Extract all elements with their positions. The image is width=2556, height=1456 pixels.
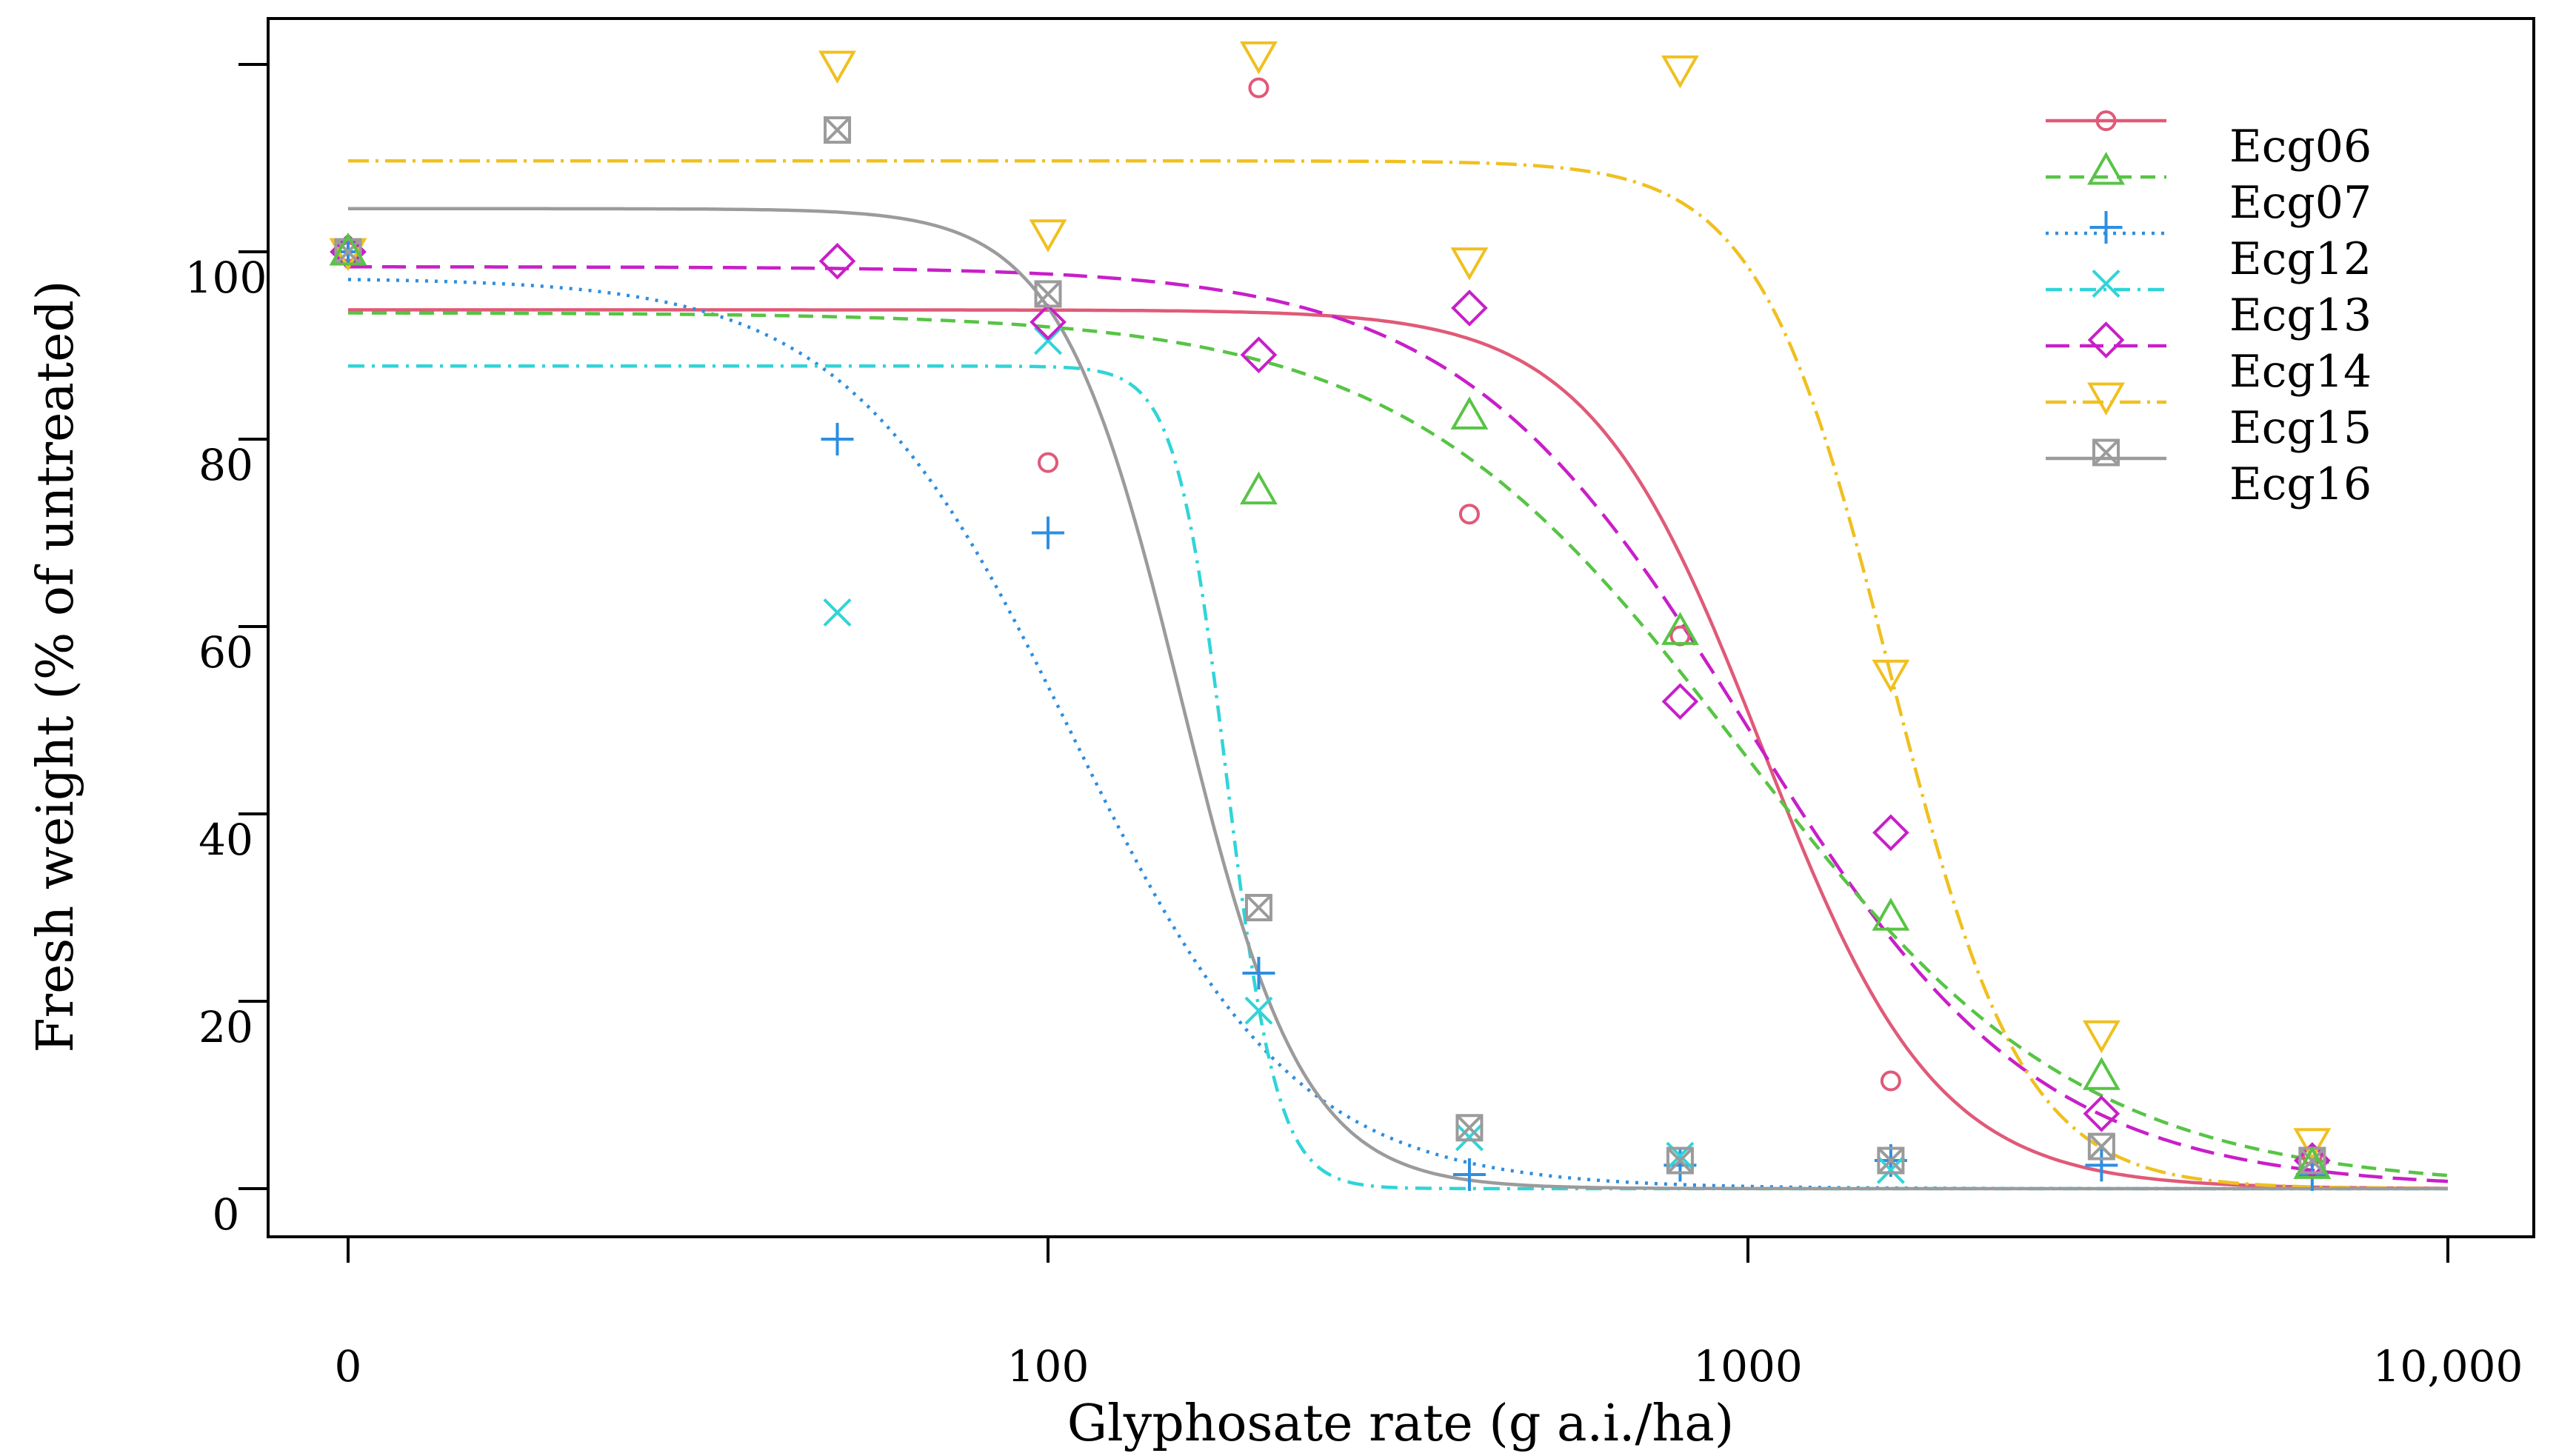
legend-marker-ecg06 [2095, 110, 2117, 131]
point-ecg13 [1451, 290, 1488, 327]
point-ecg14 [1661, 55, 1699, 89]
point-ecg14 [2082, 1020, 2120, 1054]
point-ecg06 [1248, 77, 1269, 98]
point-ecg07 [2295, 1158, 2329, 1192]
point-ecg15 [1034, 280, 1062, 308]
point-ecg14 [1872, 659, 1910, 693]
point-ecg13 [818, 242, 856, 280]
point-ecg06 [1038, 452, 1058, 473]
point-ecg07 [821, 423, 854, 455]
point-ecg15-cross [824, 116, 851, 144]
point-ecg14 [818, 50, 856, 84]
legend-label-ecg07: Ecg07 [2229, 177, 2372, 229]
point-ecg16 [1661, 612, 1699, 645]
legend-marker-ecg12 [2089, 211, 2123, 244]
point-ecg15-cross [1456, 1114, 1483, 1141]
point-ecg12 [1033, 327, 1063, 355]
point-ecg15-cross [2298, 1147, 2326, 1174]
curve-ecg06 [348, 308, 2449, 1190]
fitted-curves [347, 159, 2449, 1191]
point-ecg14 [1240, 41, 1278, 75]
point-ecg15-cross [1666, 1147, 1694, 1174]
point-ecg16 [1240, 471, 1278, 505]
data-points [329, 41, 2332, 1192]
point-ecg16 [2082, 1057, 2120, 1090]
y-tick-label: 0 [213, 1189, 240, 1240]
point-ecg15 [824, 116, 852, 144]
y-tick-label: 20 [198, 1002, 253, 1052]
point-ecg12 [1876, 1155, 1905, 1184]
point-ecg15-cross [1877, 1147, 1904, 1174]
y-tick-label: 100 [185, 253, 267, 303]
point-ecg16 [2293, 1146, 2332, 1179]
point-ecg15-cross [1035, 281, 1061, 307]
y-tick-label: 80 [198, 440, 253, 490]
legend-marker-ecg16-cross [2092, 439, 2120, 466]
x-tick-label: 0 [335, 1341, 362, 1392]
point-ecg14 [1029, 219, 1067, 253]
point-ecg13 [1240, 336, 1278, 373]
legend-label-ecg16: Ecg16 [2229, 458, 2372, 510]
point-ecg07 [1452, 1158, 1486, 1192]
curve-ecg14 [348, 159, 2448, 1190]
point-ecg15-cross [335, 238, 361, 265]
x-tick-label: 1000 [1693, 1341, 1803, 1392]
point-ecg12 [823, 598, 852, 627]
legend-marker-ecg07 [2087, 151, 2125, 185]
legend-label-ecg15: Ecg15 [2229, 402, 2372, 454]
x-tick-label: 10,000 [2373, 1341, 2523, 1392]
legend-marker-ecg13 [2092, 269, 2120, 298]
plot-frame [267, 17, 2535, 1238]
point-ecg07 [2085, 1149, 2118, 1182]
legend-marker-ecg14 [2087, 321, 2125, 358]
legend-label-ecg06: Ecg06 [2229, 121, 2372, 173]
point-ecg13 [2083, 1095, 2120, 1132]
x-axis-label: Glyphosate rate (g a.i./ha) [1067, 1395, 1735, 1453]
legend-marker-ecg16 [2092, 438, 2120, 467]
y-axis: 0 20 40 60 80 100 [185, 63, 270, 1240]
point-ecg15 [1877, 1146, 1905, 1175]
point-ecg13 [1030, 304, 1067, 341]
legend-label-ecg12: Ecg12 [2229, 233, 2372, 285]
point-ecg15 [2087, 1132, 2115, 1161]
y-tick-label: 60 [198, 627, 253, 678]
point-ecg12 [1455, 1123, 1484, 1152]
point-ecg16 [329, 232, 367, 266]
point-ecg07 [1032, 516, 1064, 550]
x-axis: 0 100 1000 10,000 [335, 1235, 2523, 1392]
point-ecg06 [1880, 1070, 1901, 1092]
point-ecg15-cross [1245, 894, 1272, 921]
point-ecg12 [1244, 996, 1273, 1025]
point-ecg16 [1872, 898, 1910, 931]
curve-ecg16 [348, 311, 2449, 1178]
point-ecg14 [2293, 1128, 2332, 1161]
point-ecg13 [1661, 683, 1699, 721]
curve-ecg15 [348, 207, 2448, 1191]
curve-ecg12 [348, 364, 2448, 1191]
point-ecg15 [1455, 1114, 1484, 1142]
point-ecg15-cross [2088, 1133, 2115, 1160]
point-ecg06 [1458, 504, 1480, 525]
point-ecg15 [1666, 1146, 1694, 1175]
point-ecg13 [1872, 814, 1909, 852]
point-ecg15 [1244, 894, 1272, 921]
x-tick-label: 100 [1007, 1341, 1090, 1392]
legend-marker-ecg15 [2087, 382, 2125, 416]
legend-label-ecg13: Ecg13 [2229, 290, 2372, 341]
legend-label-ecg14: Ecg14 [2229, 346, 2372, 398]
y-axis-label: Fresh weight (% of untreated) [27, 280, 85, 1052]
point-ecg14 [1450, 247, 1489, 281]
curve-ecg07 [347, 278, 2448, 1191]
curve-ecg13 [348, 265, 2449, 1183]
point-ecg16 [1450, 396, 1489, 430]
point-ecg07 [1242, 957, 1275, 990]
y-tick-label: 40 [198, 815, 253, 865]
